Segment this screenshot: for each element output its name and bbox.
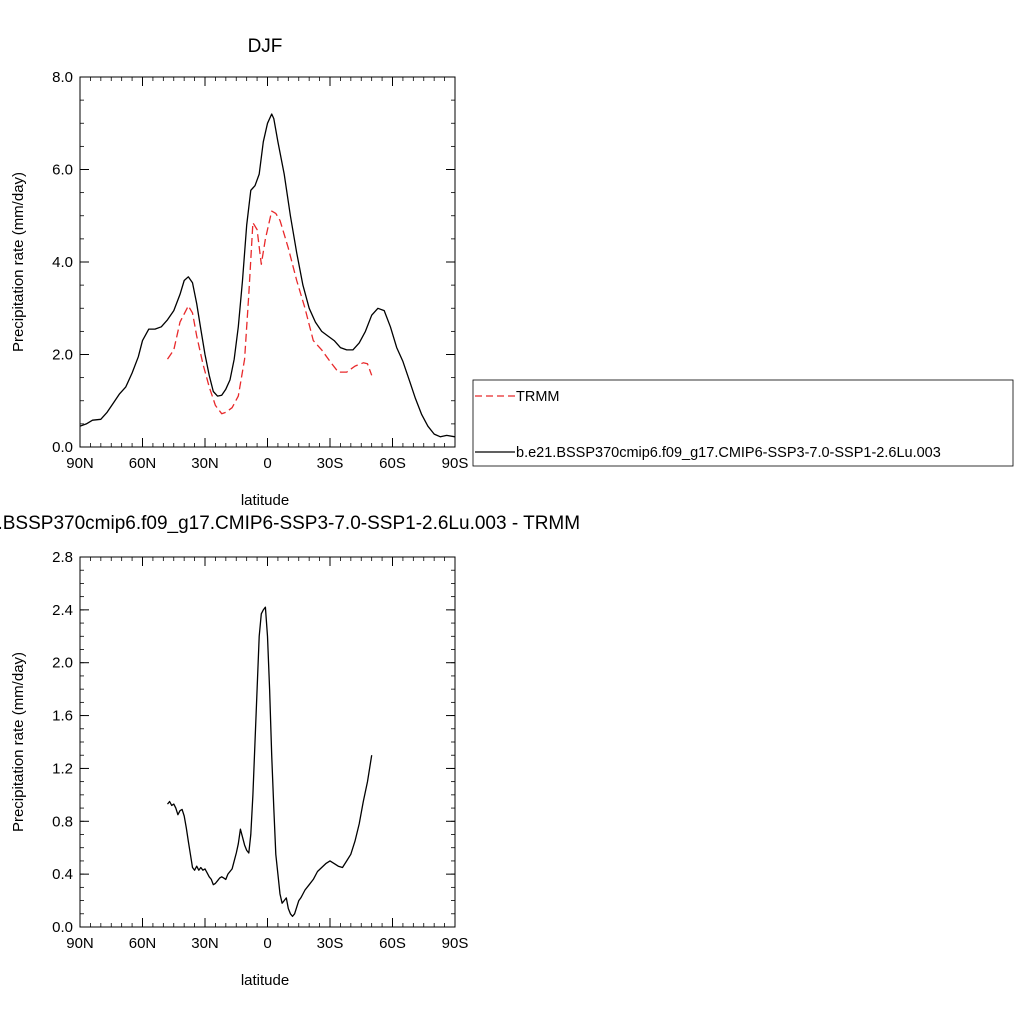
legend-label-trmm: TRMM <box>516 389 560 405</box>
panel-difference: b.e21.BSSP370cmip6.f09_g17.CMIP6-SSP3-7.… <box>0 513 580 989</box>
y-axis-label: Precipitation rate (mm/day) <box>10 652 27 832</box>
series-line-model <box>166 606 373 918</box>
x-tick-label: 60N <box>129 935 157 952</box>
y-tick-label: 8.0 <box>52 69 73 86</box>
y-tick-label: 2.0 <box>52 655 73 672</box>
major-ticks <box>79 556 456 928</box>
x-tick-labels: 90N 60N 30N 0 30S 60S 90S <box>66 455 468 472</box>
y-tick-label: 6.0 <box>52 162 73 179</box>
plot-frame <box>79 556 456 928</box>
x-tick-label: 90N <box>66 455 94 472</box>
x-tick-label: 60S <box>379 935 406 952</box>
y-tick-label: 0.0 <box>52 439 73 456</box>
series-layer <box>79 113 456 438</box>
y-tick-label: 2.0 <box>52 347 73 364</box>
chart-title: DJF <box>248 36 283 57</box>
x-tick-label: 60S <box>379 455 406 472</box>
x-tick-label: 30S <box>317 455 344 472</box>
x-tick-label: 0 <box>263 935 271 952</box>
x-tick-label: 30N <box>191 455 219 472</box>
minor-ticks <box>79 76 456 448</box>
x-tick-label: 0 <box>263 455 271 472</box>
x-axis-label: latitude <box>241 972 289 989</box>
x-axis-label: latitude <box>241 492 289 509</box>
series-line-model <box>79 113 456 438</box>
major-ticks <box>79 76 456 448</box>
plot-frame <box>79 76 456 448</box>
y-tick-label: 1.2 <box>52 760 73 777</box>
y-tick-label: 1.6 <box>52 708 73 725</box>
x-tick-labels: 90N 60N 30N 0 30S 60S 90S <box>66 935 468 952</box>
legend: TRMM b.e21.BSSP370cmip6.f09_g17.CMIP6-SS… <box>472 379 1014 467</box>
y-tick-label: 2.4 <box>52 602 73 619</box>
y-tick-label: 2.8 <box>52 549 73 566</box>
x-tick-label: 90N <box>66 935 94 952</box>
series-layer <box>166 606 373 918</box>
y-tick-labels: 0.0 0.4 0.8 1.2 1.6 2.0 2.4 2.8 <box>52 549 73 936</box>
y-axis-label: Precipitation rate (mm/day) <box>10 172 27 352</box>
x-tick-label: 30N <box>191 935 219 952</box>
series-line-trmm <box>166 210 373 415</box>
y-tick-label: 0.8 <box>52 813 73 830</box>
legend-box <box>472 379 1014 467</box>
x-tick-label: 30S <box>317 935 344 952</box>
y-tick-labels: 0.0 2.0 4.0 6.0 8.0 <box>52 69 73 456</box>
y-tick-label: 0.4 <box>52 866 73 883</box>
chart-title: b.e21.BSSP370cmip6.f09_g17.CMIP6-SSP3-7.… <box>0 513 580 534</box>
minor-ticks <box>79 556 456 928</box>
x-tick-label: 90S <box>442 935 469 952</box>
panel-djf: DJF 90N 60N 30N 0 30S 60S 90S 0.02.04.06.08.0 … <box>10 36 1014 509</box>
y-tick-label: 4.0 <box>52 254 73 271</box>
x-tick-label: 90S <box>442 455 469 472</box>
legend-label-model: b.e21.BSSP370cmip6.f09_g17.CMIP6-SSP3-7.… <box>516 445 941 461</box>
x-tick-label: 60N <box>129 455 157 472</box>
y-tick-label: 0.0 <box>52 919 73 936</box>
